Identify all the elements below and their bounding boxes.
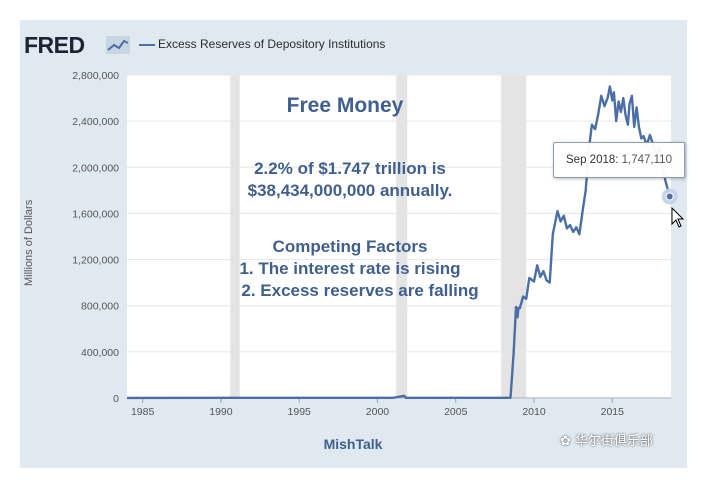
y-tick-label: 2,400,000 (72, 116, 119, 128)
series-lines (126, 85, 671, 400)
x-tick-label: 2015 (601, 406, 625, 418)
source-label: MishTalk (323, 436, 383, 452)
y-tick-label: 2,000,000 (72, 162, 119, 174)
recession-band-0 (230, 75, 240, 398)
y-tick-label: 1,600,000 (72, 208, 119, 220)
y-axis-label: Millions of Dollars (23, 199, 35, 286)
x-tick-label: 2010 (522, 406, 546, 418)
tooltip-value: 1,747,110 (621, 154, 672, 166)
recession-band-1 (396, 75, 408, 398)
series-title-text: Excess Reserves of Depository Institutio… (158, 37, 386, 51)
legend-swatch (139, 44, 155, 46)
annotation-line-3: Competing Factors (272, 237, 428, 256)
y-tick-label: 0 (113, 393, 119, 405)
wechat-icon: ✿ (560, 433, 571, 448)
y-tick-label: 400,000 (81, 347, 119, 359)
x-tick-label: 2000 (366, 406, 390, 418)
data-tooltip: Sep 2018: 1,747,110 (553, 142, 685, 178)
series-line-0 (126, 85, 671, 400)
annotation-line-2: $38,434,000,000 annually. (247, 181, 453, 200)
annotation-line-1: 2.2% of $1.747 trillion is (254, 159, 446, 178)
watermark-text: 华尔街俱乐部 (574, 433, 653, 448)
axes: 0 400,000 800,000 1,200,000 1,600,000 2,000,0… (72, 70, 624, 418)
x-tick-label: 1985 (131, 406, 155, 418)
hover-point (665, 192, 674, 201)
annotation-line-4: 1. The interest rate is rising (239, 259, 461, 278)
hover-marker (661, 188, 678, 205)
x-tick-label: 1990 (209, 406, 233, 418)
y-tick-label: 1,200,000 (72, 255, 119, 267)
series-title[interactable]: Excess Reserves of Depository Institutio… (136, 36, 385, 52)
tooltip-date: Sep 2018: (566, 154, 619, 166)
annotation-title: Free Money (286, 94, 404, 117)
watermark: ✿ 华尔街俱乐部 (560, 430, 653, 449)
line-chart-icon (106, 36, 130, 54)
x-tick-label: 1995 (288, 406, 312, 418)
x-tick-label: 2005 (444, 406, 468, 418)
fred-logo[interactable]: FRED (24, 32, 85, 58)
annotation-line-5: 2. Excess reserves are falling (241, 281, 479, 300)
y-tick-label: 2,800,000 (72, 70, 119, 82)
mouse-cursor-icon (671, 207, 685, 228)
y-tick-label: 800,000 (81, 301, 119, 313)
